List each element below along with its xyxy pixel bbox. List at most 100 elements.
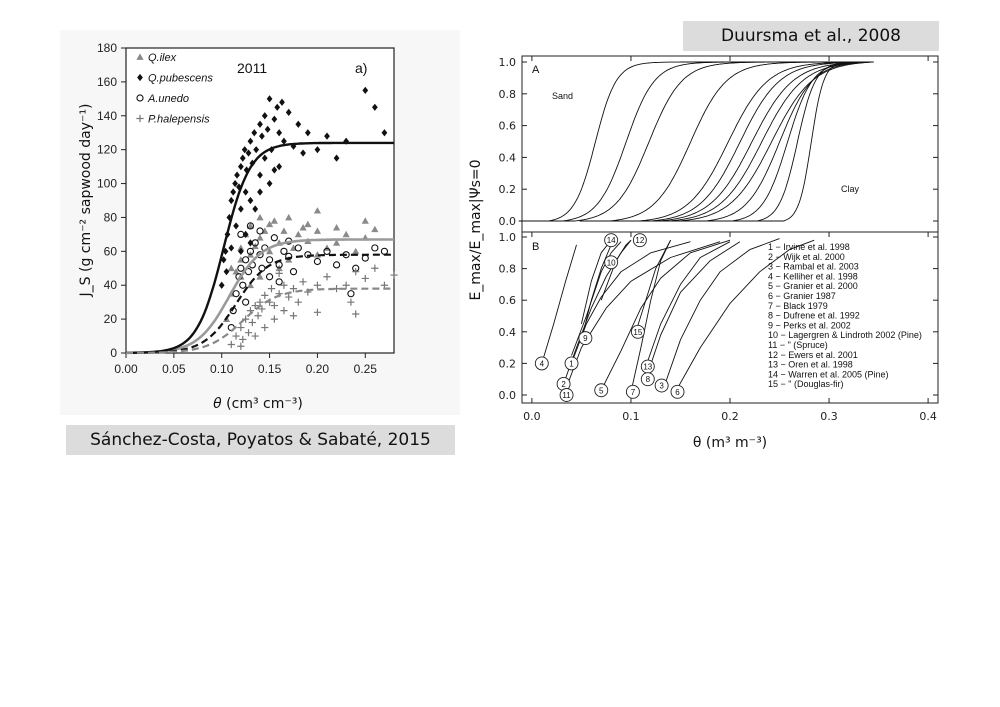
diamond-marker xyxy=(247,137,254,145)
y-tick-label: 180 xyxy=(97,41,117,55)
triangle-marker xyxy=(265,220,274,228)
circle-marker xyxy=(242,256,250,264)
plus-marker xyxy=(347,298,355,306)
left-legend: Q.ilex Q.pubescens A.unedo P.halepensis xyxy=(136,52,213,126)
plus-marker xyxy=(294,298,302,306)
curve-marker-circle xyxy=(604,255,619,270)
plus-marker xyxy=(352,310,360,318)
x-tick-label: 0.15 xyxy=(258,362,282,376)
curve-marker-label: 12 xyxy=(635,236,644,245)
circle-marker xyxy=(256,251,264,259)
curve-marker-circle xyxy=(632,233,647,248)
diamond-marker xyxy=(237,205,244,213)
panel-b-legend-entry: 10 − Lagergren & Lindroth 2002 (Pine) xyxy=(768,330,922,340)
panel-b-y-tick-label: 1.0 xyxy=(499,231,517,244)
circle-marker xyxy=(232,290,240,298)
triangle-marker xyxy=(227,264,235,272)
triangle-marker xyxy=(256,234,264,241)
sand-annotation: Sand xyxy=(552,91,573,101)
panel-b-legend-entry: 15 − " (Douglas-fir) xyxy=(768,379,843,389)
circle-marker xyxy=(289,268,298,276)
panel-b-legend-entry: 3 − Rambal et al. 2003 xyxy=(768,262,859,272)
panel-b-legend-entry: 14 − Warren et al. 2005 (Pine) xyxy=(768,369,888,379)
circle-marker xyxy=(265,273,274,281)
triangle-marker xyxy=(304,220,312,228)
triangle-marker xyxy=(246,281,255,289)
diamond-marker xyxy=(279,98,285,106)
left-x-axis-label: θ (cm³ cm⁻³) xyxy=(213,396,303,412)
diamond-marker xyxy=(247,196,254,205)
plus-marker xyxy=(239,335,247,344)
curve-marker-label: 3 xyxy=(659,382,664,391)
triangle-marker xyxy=(342,230,350,238)
triangle-marker xyxy=(285,213,293,221)
y-tick-label: 60 xyxy=(104,244,118,258)
curve-marker-label: 7 xyxy=(631,388,636,397)
x-tick-label: 0.20 xyxy=(306,362,330,376)
fit-curve-plus xyxy=(126,287,394,354)
circle-marker xyxy=(275,278,283,286)
panel-b-x-tick-label: 0.3 xyxy=(820,410,838,423)
triangle-marker xyxy=(299,224,307,231)
panel-b-ticks: 0.0 0.2 0.4 0.6 0.8 1.0 0.0 0.1 0.2 0.3 0.4 xyxy=(499,231,938,423)
panel-b-legend-entry: 5 − Granier et al. 2000 xyxy=(768,281,858,291)
panel-a-y-tick-label: 0.6 xyxy=(499,120,517,133)
diamond-marker xyxy=(228,244,235,252)
curve-marker-label: 11 xyxy=(562,391,571,400)
circle-marker xyxy=(285,252,293,261)
panel-b-x-tick-label: 0.0 xyxy=(523,410,541,423)
circle-marker xyxy=(256,227,264,235)
panel-b-curve-6 xyxy=(675,239,815,393)
diamond-marker xyxy=(300,149,306,157)
plus-marker xyxy=(323,273,331,281)
curve-marker-label: 1 xyxy=(569,359,574,368)
curve-marker-label: 15 xyxy=(633,328,642,337)
plus-marker xyxy=(280,281,288,289)
circle-marker xyxy=(347,290,355,298)
curve-marker-circle xyxy=(559,388,574,402)
diamond-marker xyxy=(295,120,302,128)
triangle-marker xyxy=(256,213,264,221)
curve-marker-label: 14 xyxy=(607,236,616,245)
panel-a-curve xyxy=(609,61,874,222)
panel-b-curve-15 xyxy=(635,239,671,332)
circle-marker xyxy=(237,230,245,238)
curve-marker-label: 8 xyxy=(646,375,651,384)
right-x-axis-label: θ (m³ m⁻³) xyxy=(693,435,767,451)
panel-b-curve-12 xyxy=(600,239,632,301)
plus-marker xyxy=(227,340,235,349)
panel-b-x-tick-label: 0.2 xyxy=(721,410,739,423)
plus-marker xyxy=(244,329,253,337)
circle-marker xyxy=(239,281,247,289)
plus-marker xyxy=(313,281,322,289)
curve-marker-label: 5 xyxy=(599,386,604,395)
plus-marker xyxy=(237,342,245,350)
panel-b-x-tick-label: 0.1 xyxy=(622,410,640,423)
diamond-marker xyxy=(261,112,268,120)
circle-marker xyxy=(237,264,245,272)
panel-a-y-tick-label: 0.8 xyxy=(499,88,517,101)
legend-entry: P.halepensis xyxy=(148,114,210,126)
triangle-marker xyxy=(256,273,264,280)
diamond-marker xyxy=(245,149,252,157)
circle-marker xyxy=(270,234,278,242)
circle-marker xyxy=(251,239,259,247)
year-label: 2011 xyxy=(237,60,267,76)
triangle-marker xyxy=(313,227,322,234)
diamond-marker xyxy=(276,129,283,137)
diamond-marker xyxy=(253,146,260,154)
diamond-marker xyxy=(257,171,263,179)
panel-b-legend-entry: 8 − Dufrene et al. 1992 xyxy=(768,311,860,321)
circle-marker xyxy=(265,256,274,264)
diamond-marker xyxy=(266,179,273,188)
triangle-marker xyxy=(237,244,245,251)
y-tick-label: 0 xyxy=(110,346,117,360)
y-tick-label: 140 xyxy=(97,109,117,123)
diamond-marker xyxy=(237,247,244,255)
panel-label-a: a) xyxy=(355,60,367,76)
panel-b-curve-8 xyxy=(645,241,741,380)
diamond-marker xyxy=(257,188,263,196)
circle-marker xyxy=(136,94,144,102)
left-x-axis-symbol: θ xyxy=(213,396,222,412)
panel-b-curve-11 xyxy=(563,241,721,396)
